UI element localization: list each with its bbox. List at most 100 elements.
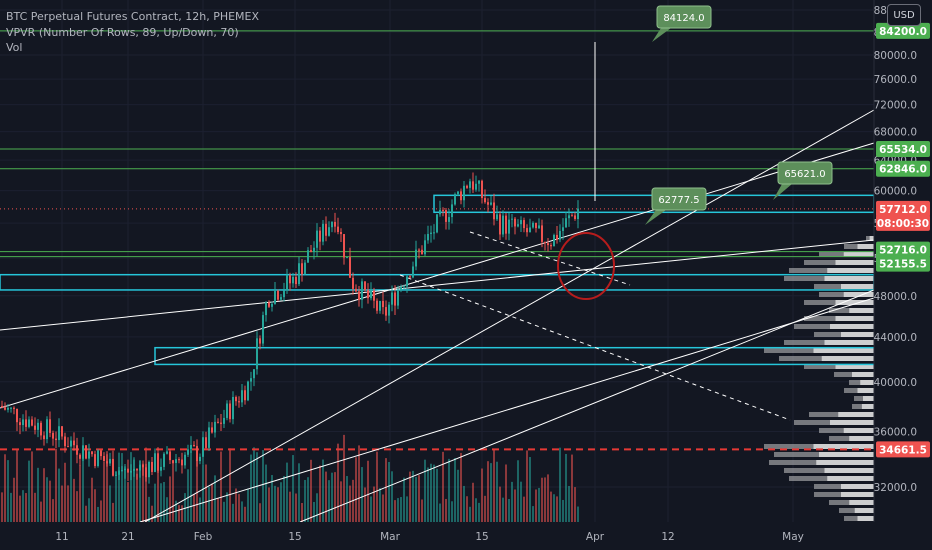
volume-bar [100,500,102,522]
price-callouts: 84124.0 62777.5 65621.0 [645,5,833,225]
candle-body [319,230,321,242]
candle-body [253,369,255,379]
price-axis-badge [876,200,930,217]
price-callout[interactable] [777,161,833,185]
volume-bar [460,452,462,522]
candle-body [166,451,168,454]
volume-bar [379,488,381,522]
volume-bar [67,485,69,522]
price-tick-label: 32000.0 [874,482,917,494]
volume-bar [277,487,279,522]
time-tick-label: 21 [121,531,134,543]
volume-bar [406,496,408,522]
candle-body [313,247,315,253]
volume-profile [764,236,874,521]
candle-body [289,275,291,284]
volume-bar [574,487,576,522]
volume-bars [1,434,579,522]
trendline[interactable] [0,239,875,331]
trendline[interactable] [299,289,875,523]
candle-body [103,456,105,462]
volume-bar [196,449,198,522]
volume-bar [34,492,36,522]
candle-body [532,222,534,228]
candle-body [463,185,465,201]
volume-bar [52,499,54,522]
volume-bar [502,497,504,522]
zone-rectangle[interactable] [0,273,875,291]
volume-bar [10,492,12,522]
dashed-trendline[interactable] [399,274,791,421]
price-callout[interactable] [656,5,712,29]
volume-bar [508,498,510,522]
volume-bar [232,503,234,522]
candle-body [520,220,522,225]
candle-body [184,454,186,466]
volume-bar [160,483,162,522]
candle-body [151,461,153,472]
price-axis-badge-text: 52155.5 [879,259,927,271]
candle-body [523,220,525,229]
candle-body [160,466,162,471]
price-axis-panel[interactable] [874,0,932,550]
time-tick-label: 15 [288,531,301,543]
candle-body [118,470,120,475]
candle-body [361,281,363,300]
symbol-title[interactable]: BTC Perpetual Futures Contract, 12h, PHE… [6,10,260,23]
currency-button[interactable]: USD [887,4,921,26]
candle-body [31,419,33,426]
volume-bar [484,495,486,522]
volume-bar [259,503,261,522]
volume-bar [544,477,546,522]
volume-bar [16,448,18,522]
candle-body [430,232,432,234]
volume-bar [388,461,390,522]
volume-bar [373,486,375,522]
price-axis-badge [876,160,930,177]
volume-bar [337,443,339,522]
volume-bar [331,472,333,522]
vpvr-indicator-label[interactable]: VPVR (Number Of Rows, 89, Up/Down, 70) [6,25,239,39]
volume-bar [43,468,45,522]
volume-bar [526,450,528,522]
volume-bar [190,450,192,522]
candle-body [451,204,453,218]
volume-bar [466,496,468,522]
candle-body [400,286,402,290]
time-tick-label: Feb [194,531,213,543]
candle-body [73,440,75,446]
candle-body [502,215,504,235]
time-axis-panel[interactable] [0,522,874,550]
candle-body [22,419,24,426]
volume-indicator-label[interactable]: Vol [6,41,23,54]
candle-body [163,453,165,467]
price-axis-badge [876,255,930,272]
price-tick-label: 48000.0 [874,291,917,303]
candle-body [436,214,438,233]
highlight-circle[interactable] [557,232,615,300]
price-tick-label: 40000.0 [874,377,917,389]
trendline[interactable] [144,109,875,523]
candle-body [190,444,192,450]
candle-body [211,427,213,433]
trendline[interactable] [139,297,875,523]
volume-bar [490,463,492,522]
volume-bar [268,487,270,522]
vpvr-row-up [824,468,874,473]
time-tick-label: 15 [475,531,488,543]
volume-bar [253,447,255,522]
volume-bar [436,468,438,522]
candle-body [565,218,567,228]
volume-bar [7,460,9,522]
volume-bar [532,506,534,522]
volume-bar [211,483,213,522]
price-axis-badge [876,140,930,157]
price-axis-labels: 84200.0 65534.0 62846.0 57712.0 08:00:30 5271… [876,22,930,458]
volume-bar [97,506,99,522]
candle-body [109,458,111,464]
candle-body [385,307,387,316]
price-callout[interactable] [651,187,707,211]
trendline[interactable] [0,142,875,409]
volume-bar [208,486,210,522]
